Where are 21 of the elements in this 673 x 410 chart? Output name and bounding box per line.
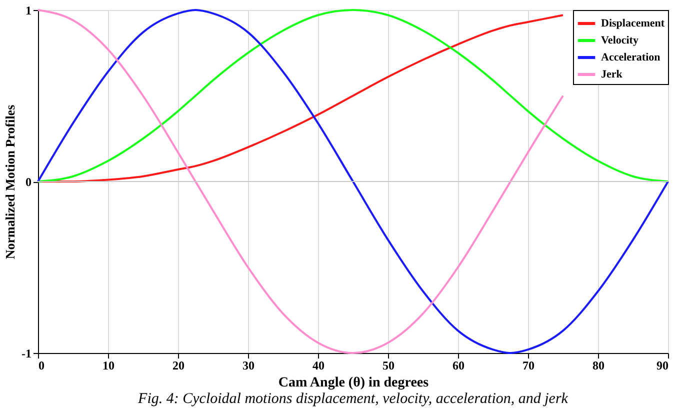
caption: Fig. 4: Cycloidal motions displacement, velocity, acceleration, and jerk — [137, 391, 568, 407]
x-tick-label: 0 — [38, 358, 44, 372]
x-tick-label: 90 — [656, 358, 668, 372]
x-tick-label: 70 — [522, 358, 534, 372]
x-tick-label: 50 — [382, 358, 394, 372]
y-tick-label: -1 — [22, 346, 32, 360]
line-series — [37, 9, 669, 182]
y-axis-title: Normalized Motion Profiles — [2, 104, 18, 260]
legend-label: Displacement — [601, 18, 665, 30]
legend-label: Velocity — [601, 34, 639, 46]
x-tick-label: 40 — [312, 358, 324, 372]
legend-label: Acceleration — [601, 52, 660, 64]
x-tick-label: 20 — [172, 358, 184, 372]
y-tick-label: 1 — [26, 4, 32, 18]
legend-label: Jerk — [601, 68, 624, 80]
x-tick-label: 30 — [242, 358, 254, 372]
x-tick-label: 10 — [102, 358, 114, 372]
x-tick-label: 80 — [592, 358, 604, 372]
y-tick-label: 0 — [26, 175, 32, 189]
x-axis-title: Cam Angle (θ) in degrees — [278, 376, 430, 390]
x-tick-label: 60 — [452, 358, 464, 372]
